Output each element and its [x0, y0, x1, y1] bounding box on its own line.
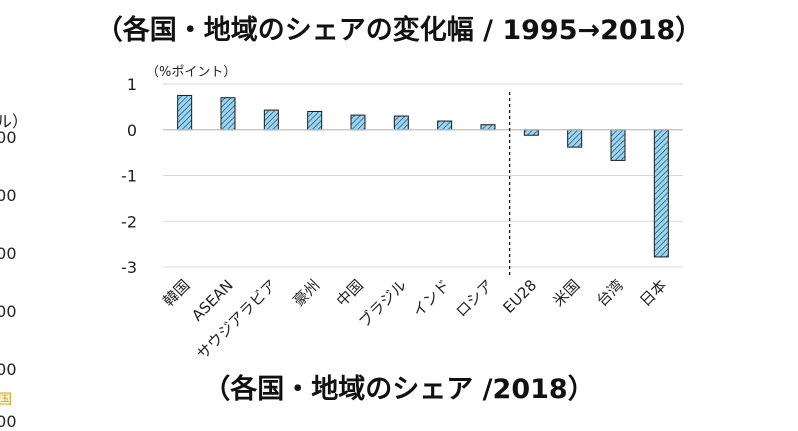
- x-tick-label: ブラジル: [355, 276, 410, 331]
- bar: [610, 129, 626, 161]
- bar: [480, 124, 496, 131]
- bar: [523, 129, 539, 136]
- y-tick-label: 0: [127, 121, 137, 140]
- y-tick-label: -1: [121, 167, 137, 186]
- y-tick-label: -2: [121, 212, 137, 231]
- x-tick-label: ロシア: [452, 276, 497, 321]
- bar: [393, 115, 409, 131]
- bar: [567, 129, 583, 148]
- x-tick-label: サウジアラビア: [193, 276, 280, 363]
- bar: [437, 120, 453, 131]
- left-chart-tick-label: 200: [0, 360, 17, 379]
- bar: [220, 97, 236, 131]
- y-tick-label: -3: [121, 258, 137, 277]
- left-chart-tick-label: 500: [0, 186, 17, 205]
- chart-title: （各国・地域のシェアの変化幅 / 1995→2018）: [95, 15, 703, 46]
- y-tick-label: 1: [127, 75, 137, 94]
- second-chart-title: （各国・地域のシェア /2018）: [203, 374, 595, 405]
- y-axis-unit-label: （%ポイント）: [146, 65, 237, 80]
- bar: [177, 94, 193, 131]
- x-tick-label: 日本: [636, 276, 670, 310]
- left-chart-unit-label: ル）: [0, 112, 29, 131]
- left-chart-tick-label: 400: [0, 244, 17, 263]
- bar: [350, 114, 366, 131]
- bar: [307, 110, 323, 131]
- x-tick-label: 米国: [550, 276, 584, 310]
- x-tick-label: インド: [409, 276, 454, 321]
- left-chart-tick-label: 300: [0, 302, 17, 321]
- bar: [653, 129, 669, 258]
- x-tick-label: 韓国: [160, 276, 194, 310]
- x-tick-label: EU28: [499, 276, 540, 317]
- left-chart-tick-label: 600: [0, 128, 17, 147]
- bar: [263, 109, 279, 131]
- x-tick-label: 中国: [333, 276, 367, 310]
- x-tick-label: 豪州: [290, 276, 324, 310]
- x-tick-label: 台湾: [593, 276, 627, 310]
- left-chart-legend-fragment: 国: [0, 392, 12, 408]
